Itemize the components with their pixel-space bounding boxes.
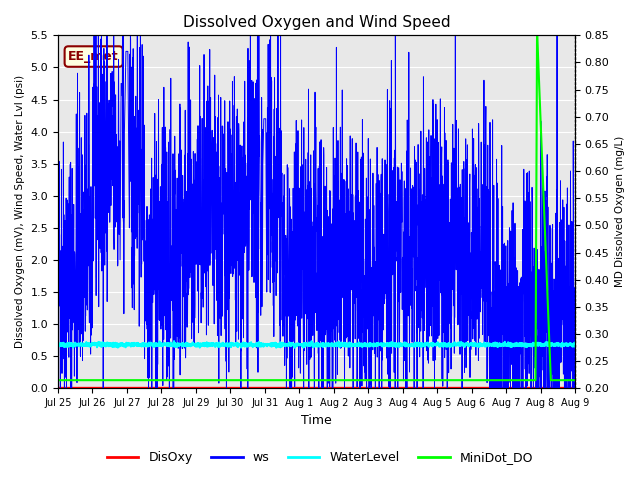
X-axis label: Time: Time bbox=[301, 414, 332, 427]
Legend: DisOxy, ws, WaterLevel, MiniDot_DO: DisOxy, ws, WaterLevel, MiniDot_DO bbox=[102, 446, 538, 469]
Y-axis label: MD Dissolved Oxygen (mg/L): MD Dissolved Oxygen (mg/L) bbox=[615, 136, 625, 288]
Title: Dissolved Oxygen and Wind Speed: Dissolved Oxygen and Wind Speed bbox=[182, 15, 451, 30]
Text: EE_met: EE_met bbox=[68, 50, 119, 63]
Y-axis label: Dissolved Oxygen (mV), Wind Speed, Water Lvl (psi): Dissolved Oxygen (mV), Wind Speed, Water… bbox=[15, 75, 25, 348]
